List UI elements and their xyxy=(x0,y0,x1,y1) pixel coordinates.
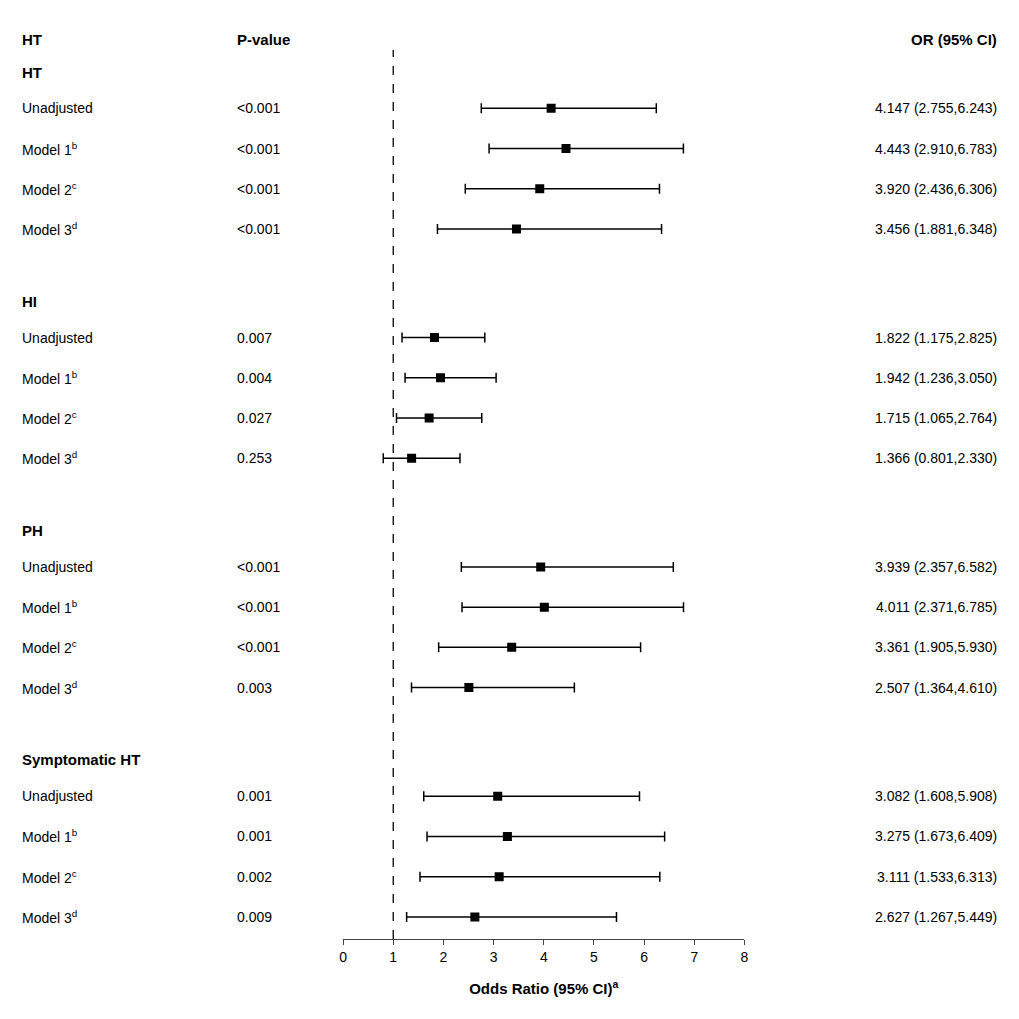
svg-text:Model 3​d​: Model 3​d​ xyxy=(22,679,77,697)
svg-text:OR (95% CI): OR (95% CI) xyxy=(911,31,997,48)
svg-text:3.082 (1.608,5.908): 3.082 (1.608,5.908) xyxy=(875,788,997,804)
svg-text:PH: PH xyxy=(22,522,43,539)
svg-text:0.009: 0.009 xyxy=(237,909,272,925)
svg-text:Model 2​c​: Model 2​c​ xyxy=(22,638,77,656)
svg-text:6: 6 xyxy=(640,949,648,965)
svg-text:0.253: 0.253 xyxy=(237,450,272,466)
svg-text:Model 2​c​: Model 2​c​ xyxy=(22,868,77,886)
svg-text:HT: HT xyxy=(22,31,42,48)
svg-text:<0.001: <0.001 xyxy=(237,181,280,197)
svg-text:1.715 (1.065,2.764): 1.715 (1.065,2.764) xyxy=(875,410,997,426)
svg-text:Model 1​b​: Model 1​b​ xyxy=(22,827,78,845)
svg-text:Model 1​b​: Model 1​b​ xyxy=(22,369,78,387)
svg-text:0.004: 0.004 xyxy=(237,370,272,386)
svg-text:Model 3​d​: Model 3​d​ xyxy=(22,220,77,238)
svg-text:Model 1​b​: Model 1​b​ xyxy=(22,140,78,158)
svg-text:2: 2 xyxy=(440,949,448,965)
svg-text:Model 1​b​: Model 1​b​ xyxy=(22,598,78,616)
svg-text:3.939 (2.357,6.582): 3.939 (2.357,6.582) xyxy=(875,559,997,575)
svg-text:Model 3​d​: Model 3​d​ xyxy=(22,908,77,926)
svg-text:Odds Ratio (95% CI)​a​: Odds Ratio (95% CI)​a​ xyxy=(469,978,618,997)
svg-text:<0.001: <0.001 xyxy=(237,221,280,237)
svg-text:3.111 (1.533,6.313): 3.111 (1.533,6.313) xyxy=(877,869,997,885)
svg-text:0.003: 0.003 xyxy=(237,680,272,696)
svg-text:3.275 (1.673,6.409): 3.275 (1.673,6.409) xyxy=(875,828,997,844)
svg-text:5: 5 xyxy=(590,949,598,965)
svg-text:0.001: 0.001 xyxy=(237,788,272,804)
svg-text:Symptomatic HT: Symptomatic HT xyxy=(22,751,140,768)
svg-text:0.001: 0.001 xyxy=(237,828,272,844)
svg-text:Unadjusted: Unadjusted xyxy=(22,559,93,575)
svg-text:4.443 (2.910,6.783): 4.443 (2.910,6.783) xyxy=(875,141,997,157)
svg-text:2.627 (1.267,5.449): 2.627 (1.267,5.449) xyxy=(875,909,997,925)
svg-text:0.007: 0.007 xyxy=(237,330,272,346)
svg-text:4.147 (2.755,6.243): 4.147 (2.755,6.243) xyxy=(875,100,997,116)
svg-text:0.027: 0.027 xyxy=(237,410,272,426)
svg-text:Unadjusted: Unadjusted xyxy=(22,788,93,804)
svg-text:<0.001: <0.001 xyxy=(237,559,280,575)
svg-text:1.942 (1.236,3.050): 1.942 (1.236,3.050) xyxy=(875,370,997,386)
svg-text:P-value: P-value xyxy=(237,31,290,48)
svg-text:<0.001: <0.001 xyxy=(237,141,280,157)
svg-text:0: 0 xyxy=(339,949,347,965)
svg-text:3: 3 xyxy=(490,949,498,965)
svg-text:1.822 (1.175,2.825): 1.822 (1.175,2.825) xyxy=(875,330,997,346)
svg-text:3.361 (1.905,5.930): 3.361 (1.905,5.930) xyxy=(875,639,997,655)
svg-text:7: 7 xyxy=(690,949,698,965)
svg-text:1.366 (0.801,2.330): 1.366 (0.801,2.330) xyxy=(875,450,997,466)
svg-text:Unadjusted: Unadjusted xyxy=(22,330,93,346)
svg-text:<0.001: <0.001 xyxy=(237,639,280,655)
svg-text:2.507 (1.364,4.610): 2.507 (1.364,4.610) xyxy=(875,680,997,696)
svg-text:4.011 (2.371,6.785): 4.011 (2.371,6.785) xyxy=(876,599,997,615)
svg-text:Model 2​c​: Model 2​c​ xyxy=(22,180,77,198)
svg-text:<0.001: <0.001 xyxy=(237,599,280,615)
svg-text:0.002: 0.002 xyxy=(237,869,272,885)
svg-text:3.920 (2.436,6.306): 3.920 (2.436,6.306) xyxy=(875,181,997,197)
svg-text:3.456 (1.881,6.348): 3.456 (1.881,6.348) xyxy=(875,221,997,237)
svg-text:HT: HT xyxy=(22,64,42,81)
svg-text:HI: HI xyxy=(22,293,37,310)
svg-text:Model 3​d​: Model 3​d​ xyxy=(22,449,77,467)
svg-text:Model 2​c​: Model 2​c​ xyxy=(22,409,77,427)
svg-text:1: 1 xyxy=(389,949,397,965)
svg-text:8: 8 xyxy=(741,949,749,965)
svg-text:<0.001: <0.001 xyxy=(237,100,280,116)
svg-text:4: 4 xyxy=(540,949,548,965)
svg-text:Unadjusted: Unadjusted xyxy=(22,100,93,116)
